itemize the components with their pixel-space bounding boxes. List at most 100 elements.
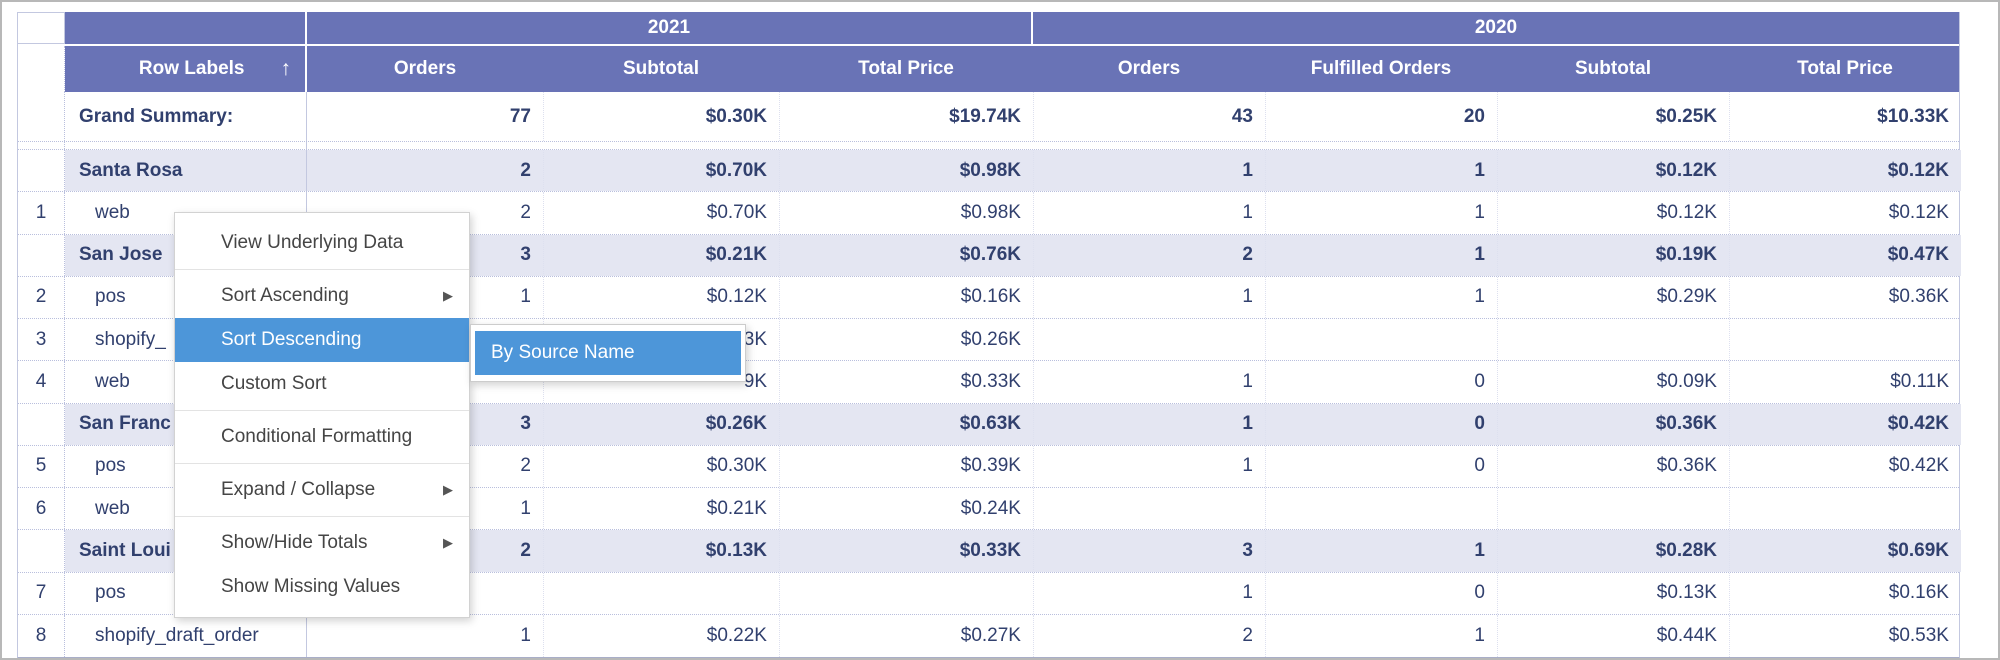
cell: $0.69K <box>1729 530 1961 572</box>
row-number-header <box>18 46 65 92</box>
cell: $0.26K <box>779 319 1033 361</box>
cell <box>1033 488 1265 530</box>
cell: $0.24K <box>779 488 1033 530</box>
column-header-row: Row Labels ↑ Orders Subtotal Total Price… <box>18 46 1959 92</box>
cell: 2 <box>1033 614 1265 657</box>
cell: 1 <box>1265 276 1497 318</box>
row-number-cell <box>18 234 65 276</box>
row-number-cell: 5 <box>18 445 65 487</box>
cell <box>1497 319 1729 361</box>
table-row[interactable]: 1 web 2 $0.70K $0.98K 1 1 $0.12K $0.12K <box>18 192 1961 235</box>
detail-label[interactable]: shopify_draft_order <box>65 614 307 657</box>
cell: 1 <box>1265 614 1497 657</box>
cell: 2 <box>307 150 543 192</box>
context-menu: View Underlying Data Sort Ascending ▶ So… <box>174 212 470 618</box>
menu-item-show-hide-totals[interactable]: Show/Hide Totals ▶ <box>175 521 469 565</box>
menu-item-show-missing-values[interactable]: Show Missing Values <box>221 576 401 597</box>
table-row-san-jose[interactable]: San Jose 3 $0.21K $0.76K 2 1 $0.19K $0.4… <box>18 234 1961 277</box>
cell: 0 <box>1265 445 1497 487</box>
sort-ascending-icon[interactable]: ↑ <box>280 57 292 80</box>
table-row-santa-rosa[interactable]: Santa Rosa 2 $0.70K $0.98K 1 1 $0.12K $0… <box>18 150 1961 193</box>
cell <box>1033 319 1265 361</box>
cell: $19.74K <box>779 92 1033 141</box>
cell: 2 <box>520 201 531 223</box>
year-group-2020[interactable]: 2020 <box>1474 17 1518 38</box>
cell: 1 <box>1265 192 1497 234</box>
cell: $0.12K <box>543 276 779 318</box>
submenu-item-by-source-name[interactable]: By Source Name <box>475 331 741 375</box>
menu-item-label: Sort Ascending <box>221 285 349 306</box>
table-row[interactable]: 5 pos 2 $0.30K $0.39K 1 0 $0.36K $0.42K <box>18 445 1959 488</box>
cell: $0.16K <box>779 276 1033 318</box>
menu-item-conditional-formatting[interactable]: Conditional Formatting <box>221 426 413 447</box>
spacer-row <box>18 142 1959 150</box>
cell: $0.27K <box>779 614 1033 657</box>
cell <box>1729 488 1961 530</box>
cell: 1 <box>520 286 531 308</box>
cell: $0.26K <box>543 403 779 445</box>
cell: 0 <box>1265 572 1497 614</box>
col-header-subtotal-2020[interactable]: Subtotal <box>1575 58 1651 79</box>
submenu-arrow-icon: ▶ <box>443 535 453 550</box>
year-header-blank <box>65 12 307 44</box>
menu-separator <box>175 516 469 517</box>
cell <box>1265 142 1497 149</box>
col-header-total-price-2021[interactable]: Total Price <box>858 58 954 79</box>
row-number-cell <box>18 150 65 192</box>
table-row[interactable]: 7 pos 1 0 $0.13K $0.16K <box>18 572 1961 615</box>
cell: $0.12K <box>1729 192 1961 234</box>
col-header-fulfilled-orders-2020[interactable]: Fulfilled Orders <box>1310 58 1452 79</box>
cell: 1 <box>520 497 531 519</box>
row-labels-header[interactable]: Row Labels ↑ <box>65 46 307 92</box>
cell: $0.47K <box>1729 234 1961 276</box>
cell: $0.12K <box>1729 150 1961 192</box>
cell: $0.70K <box>543 150 779 192</box>
row-number-cell: 3 <box>18 319 65 361</box>
menu-item-label: Show/Hide Totals <box>221 532 368 553</box>
cell: $0.44K <box>1497 614 1729 657</box>
cell <box>779 572 1033 614</box>
table-row[interactable]: 2 pos 1 $0.12K $0.16K 1 1 $0.29K $0.36K <box>18 276 1961 319</box>
cell <box>1265 319 1497 361</box>
col-header-total-price-2020[interactable]: Total Price <box>1797 58 1893 79</box>
table-row[interactable]: 6 web 1 $0.21K $0.24K <box>18 488 1961 531</box>
year-group-2021[interactable]: 2021 <box>307 12 1033 44</box>
col-header-orders-2020[interactable]: Orders <box>1117 58 1181 79</box>
cell: $0.13K <box>1497 572 1729 614</box>
table-row[interactable]: 3 shopify_ 3K $0.26K <box>18 319 1959 362</box>
cell: 2 <box>520 455 531 477</box>
cell: $0.39K <box>779 445 1033 487</box>
row-number-cell: 6 <box>18 488 65 530</box>
table-row[interactable]: 8 shopify_draft_order 1 $0.22K $0.27K 2 … <box>18 614 1959 657</box>
col-header-orders-2021[interactable]: Orders <box>393 58 457 79</box>
cell <box>779 142 1033 149</box>
cell: 1 <box>1265 234 1497 276</box>
cell: $0.12K <box>1497 150 1729 192</box>
cell <box>65 142 307 149</box>
group-label[interactable]: Santa Rosa <box>65 150 307 192</box>
menu-item-sort-ascending[interactable]: Sort Ascending ▶ <box>175 274 469 318</box>
menu-item-view-underlying-data[interactable]: View Underlying Data <box>221 232 404 253</box>
menu-item-label: Expand / Collapse <box>221 479 376 500</box>
row-number-cell: 2 <box>18 276 65 318</box>
cell: 1 <box>1033 572 1265 614</box>
table-row[interactable]: 4 web 9K $0.33K 1 0 $0.09K $0.11K <box>18 361 1959 404</box>
menu-item-custom-sort[interactable]: Custom Sort <box>221 373 327 394</box>
col-header-subtotal-2021[interactable]: Subtotal <box>623 58 699 79</box>
menu-item-sort-descending[interactable]: Sort Descending <box>175 318 469 362</box>
cell: $0.98K <box>779 192 1033 234</box>
cell: $0.21K <box>543 234 779 276</box>
cell: 77 <box>509 105 531 127</box>
table-row-saint-louis[interactable]: Saint Loui 2 $0.13K $0.33K 3 1 $0.28K $0… <box>18 530 1961 573</box>
pivot-table: 2021 2020 Row Labels ↑ Orders Subtotal T… <box>17 12 1961 658</box>
row-number-cell <box>18 142 65 149</box>
sort-descending-submenu: By Source Name <box>470 324 746 382</box>
cell: $0.36K <box>1729 276 1961 318</box>
cell: 1 <box>1033 361 1265 403</box>
cell: $0.16K <box>1729 572 1961 614</box>
cell <box>543 572 779 614</box>
row-number-cell: 1 <box>18 192 65 234</box>
cell <box>1497 142 1729 149</box>
menu-item-expand-collapse[interactable]: Expand / Collapse ▶ <box>175 468 469 512</box>
